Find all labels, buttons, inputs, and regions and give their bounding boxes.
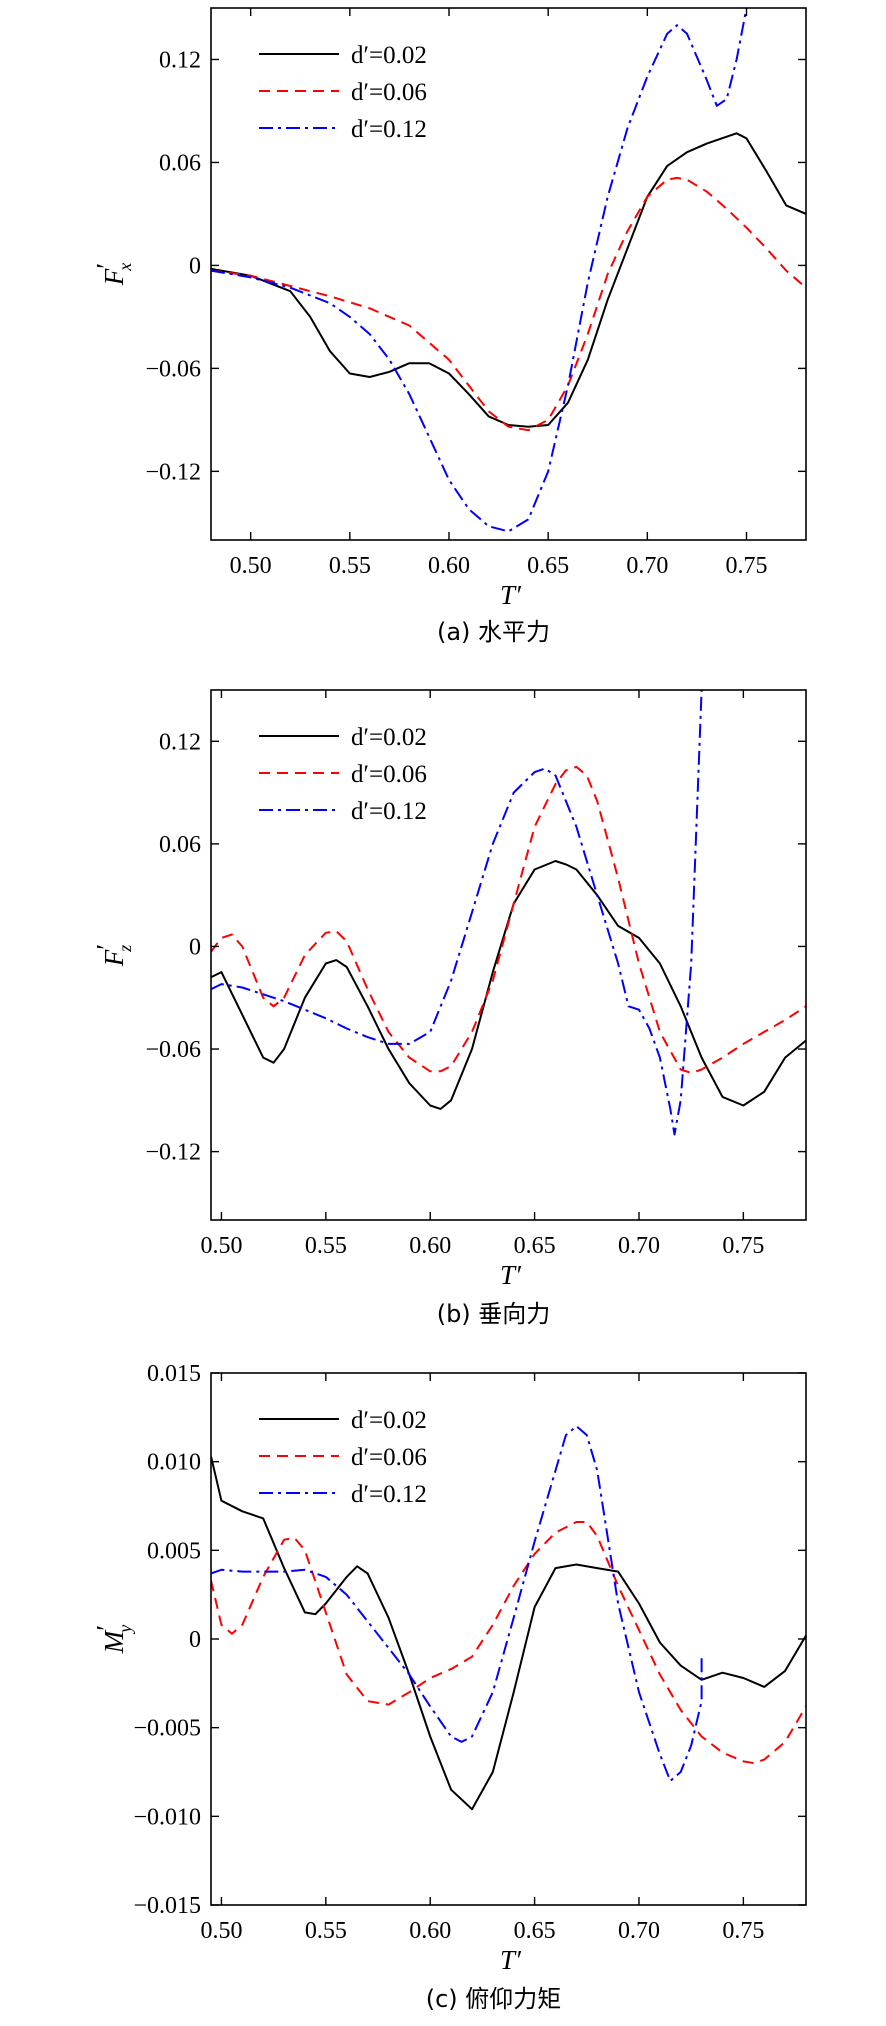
y-axis-title-sub: z	[115, 945, 135, 953]
y-tick-label: −0.005	[133, 1716, 201, 1742]
series-line-0	[211, 132, 806, 428]
y-tick-label: 0.12	[159, 729, 201, 755]
plot-frame	[210, 1372, 807, 1906]
series-line-0	[211, 1456, 806, 1811]
x-tick-label: 0.65	[514, 1918, 556, 1944]
series-line-1	[211, 176, 806, 432]
series-line-1	[211, 765, 806, 1074]
legend-label-2: d′=0.12	[351, 798, 427, 825]
legend-label-2: d′=0.12	[351, 1481, 427, 1508]
plot-frame	[210, 689, 807, 1221]
y-axis-title-sub: y	[115, 1625, 135, 1635]
y-tick-label: 0	[189, 253, 201, 279]
x-tick-label: 0.50	[200, 1918, 242, 1944]
legend-label-0: d′=0.02	[351, 724, 427, 751]
legend-label-0: d′=0.02	[351, 42, 427, 69]
panel-b: 0.50 0.55 0.60 0.65 0.70 0.75 0.12 0.06 0 −0.06 −0…	[91, 689, 807, 1328]
x-tick-label: 0.55	[329, 553, 371, 579]
y-axis-title-prime: ′	[91, 1625, 121, 1631]
x-tick-label: 0.70	[626, 553, 668, 579]
x-tick-label: 0.75	[726, 553, 768, 579]
x-tick-label: 0.55	[305, 1918, 347, 1944]
series-line-2	[211, 8, 748, 533]
y-axis-title: M′y	[91, 1625, 135, 1654]
x-tick-label: 0.50	[200, 1233, 242, 1259]
y-tick-label: −0.12	[145, 459, 201, 485]
x-tick-label: 0.65	[527, 553, 569, 579]
x-tick-label: 0.75	[722, 1918, 764, 1944]
y-tick-label: 0.005	[147, 1538, 201, 1564]
legend-label-2: d′=0.12	[351, 116, 427, 143]
x-tick-label: 0.60	[409, 1918, 451, 1944]
x-axis-title: T′	[500, 1260, 522, 1290]
x-tick-label: 0.60	[409, 1233, 451, 1259]
y-tick-label: −0.06	[145, 1037, 201, 1063]
y-axis-title: F′x	[91, 263, 135, 286]
panel-caption: (a) 水平力	[437, 618, 550, 646]
y-tick-label: −0.015	[133, 1893, 201, 1919]
y-tick-label: 0.06	[159, 832, 201, 858]
panel-c: 0.50 0.55 0.60 0.65 0.70 0.75 0.015 0.010 0.005 0…	[91, 1361, 807, 2013]
y-axis-title-main: M	[99, 1629, 129, 1654]
y-tick-label: −0.010	[133, 1804, 201, 1830]
legend-label-1: d′=0.06	[351, 1444, 427, 1471]
series-line-2	[211, 1425, 703, 1782]
x-axis-title: T′	[500, 580, 522, 610]
x-axis-title: T′	[500, 1945, 522, 1975]
x-tick-label: 0.70	[618, 1233, 660, 1259]
y-axis-title: F′z	[91, 944, 135, 967]
y-tick-label: −0.06	[145, 356, 201, 382]
x-tick-label: 0.55	[305, 1233, 347, 1259]
series-line-2	[211, 690, 703, 1136]
y-axis-title-prime: ′	[91, 263, 121, 269]
y-tick-label: 0.010	[147, 1450, 201, 1476]
x-tick-label: 0.75	[722, 1233, 764, 1259]
x-tick-label: 0.60	[428, 553, 470, 579]
x-tick-label: 0.65	[514, 1233, 556, 1259]
plot-frame	[210, 7, 807, 541]
panel-a: 0.50 0.55 0.60 0.65 0.70 0.75 0.12 0.06 0 −0.06 −0…	[91, 7, 807, 646]
series-line-0	[211, 860, 806, 1110]
y-axis-title-main: F	[99, 949, 129, 967]
x-tick-label: 0.70	[618, 1918, 660, 1944]
panel-caption: (c) 俯仰力矩	[426, 1985, 562, 2013]
y-axis-title-prime: ′	[91, 944, 121, 950]
series-line-1	[211, 1521, 806, 1765]
y-tick-label: 0.06	[159, 150, 201, 176]
y-tick-label: 0	[189, 1627, 201, 1653]
y-tick-label: 0.015	[147, 1361, 201, 1387]
x-tick-label: 0.50	[230, 553, 272, 579]
legend-label-0: d′=0.02	[351, 1407, 427, 1434]
panel-caption: (b) 垂向力	[437, 1300, 551, 1328]
y-tick-label: −0.12	[145, 1140, 201, 1166]
legend-label-1: d′=0.06	[351, 79, 427, 106]
y-tick-label: 0	[189, 934, 201, 960]
y-axis-title-main: F	[99, 268, 129, 286]
y-axis-title-sub: x	[115, 263, 135, 272]
legend-label-1: d′=0.06	[351, 761, 427, 788]
y-tick-label: 0.12	[159, 47, 201, 73]
